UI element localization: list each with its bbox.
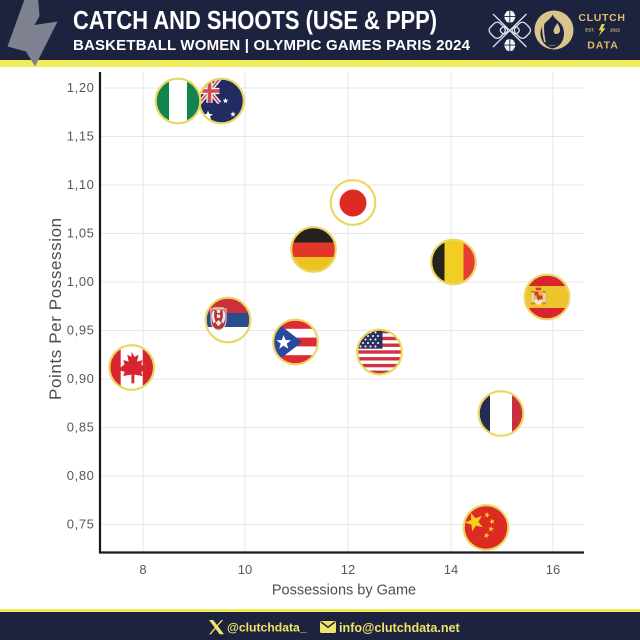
svg-text:1,20: 1,20 [67, 80, 95, 95]
svg-text:Points Per Possession: Points Per Possession [46, 217, 65, 400]
svg-text:Possessions by Game: Possessions by Game [272, 583, 416, 599]
svg-text:EST.: EST. [585, 28, 595, 33]
svg-text:DATA: DATA [587, 40, 619, 52]
svg-text:0,85: 0,85 [67, 420, 95, 435]
svg-text:@clutchdata_: @clutchdata_ [227, 621, 307, 635]
svg-text:16: 16 [546, 562, 560, 577]
svg-text:CLUTCH: CLUTCH [578, 12, 625, 24]
svg-text:8: 8 [139, 562, 146, 577]
svg-text:1,00: 1,00 [67, 274, 95, 289]
svg-text:0,95: 0,95 [67, 323, 95, 338]
svg-text:info@clutchdata.net: info@clutchdata.net [339, 621, 461, 635]
svg-text:1,15: 1,15 [67, 129, 95, 144]
svg-text:2022: 2022 [610, 28, 621, 33]
svg-text:10: 10 [238, 562, 252, 577]
svg-text:14: 14 [444, 562, 458, 577]
svg-text:0,75: 0,75 [67, 517, 95, 532]
svg-text:0,80: 0,80 [67, 468, 95, 483]
svg-text:0,90: 0,90 [67, 371, 95, 386]
svg-text:1,10: 1,10 [67, 177, 95, 192]
svg-text:1,05: 1,05 [67, 226, 95, 241]
svg-text:12: 12 [341, 562, 355, 577]
